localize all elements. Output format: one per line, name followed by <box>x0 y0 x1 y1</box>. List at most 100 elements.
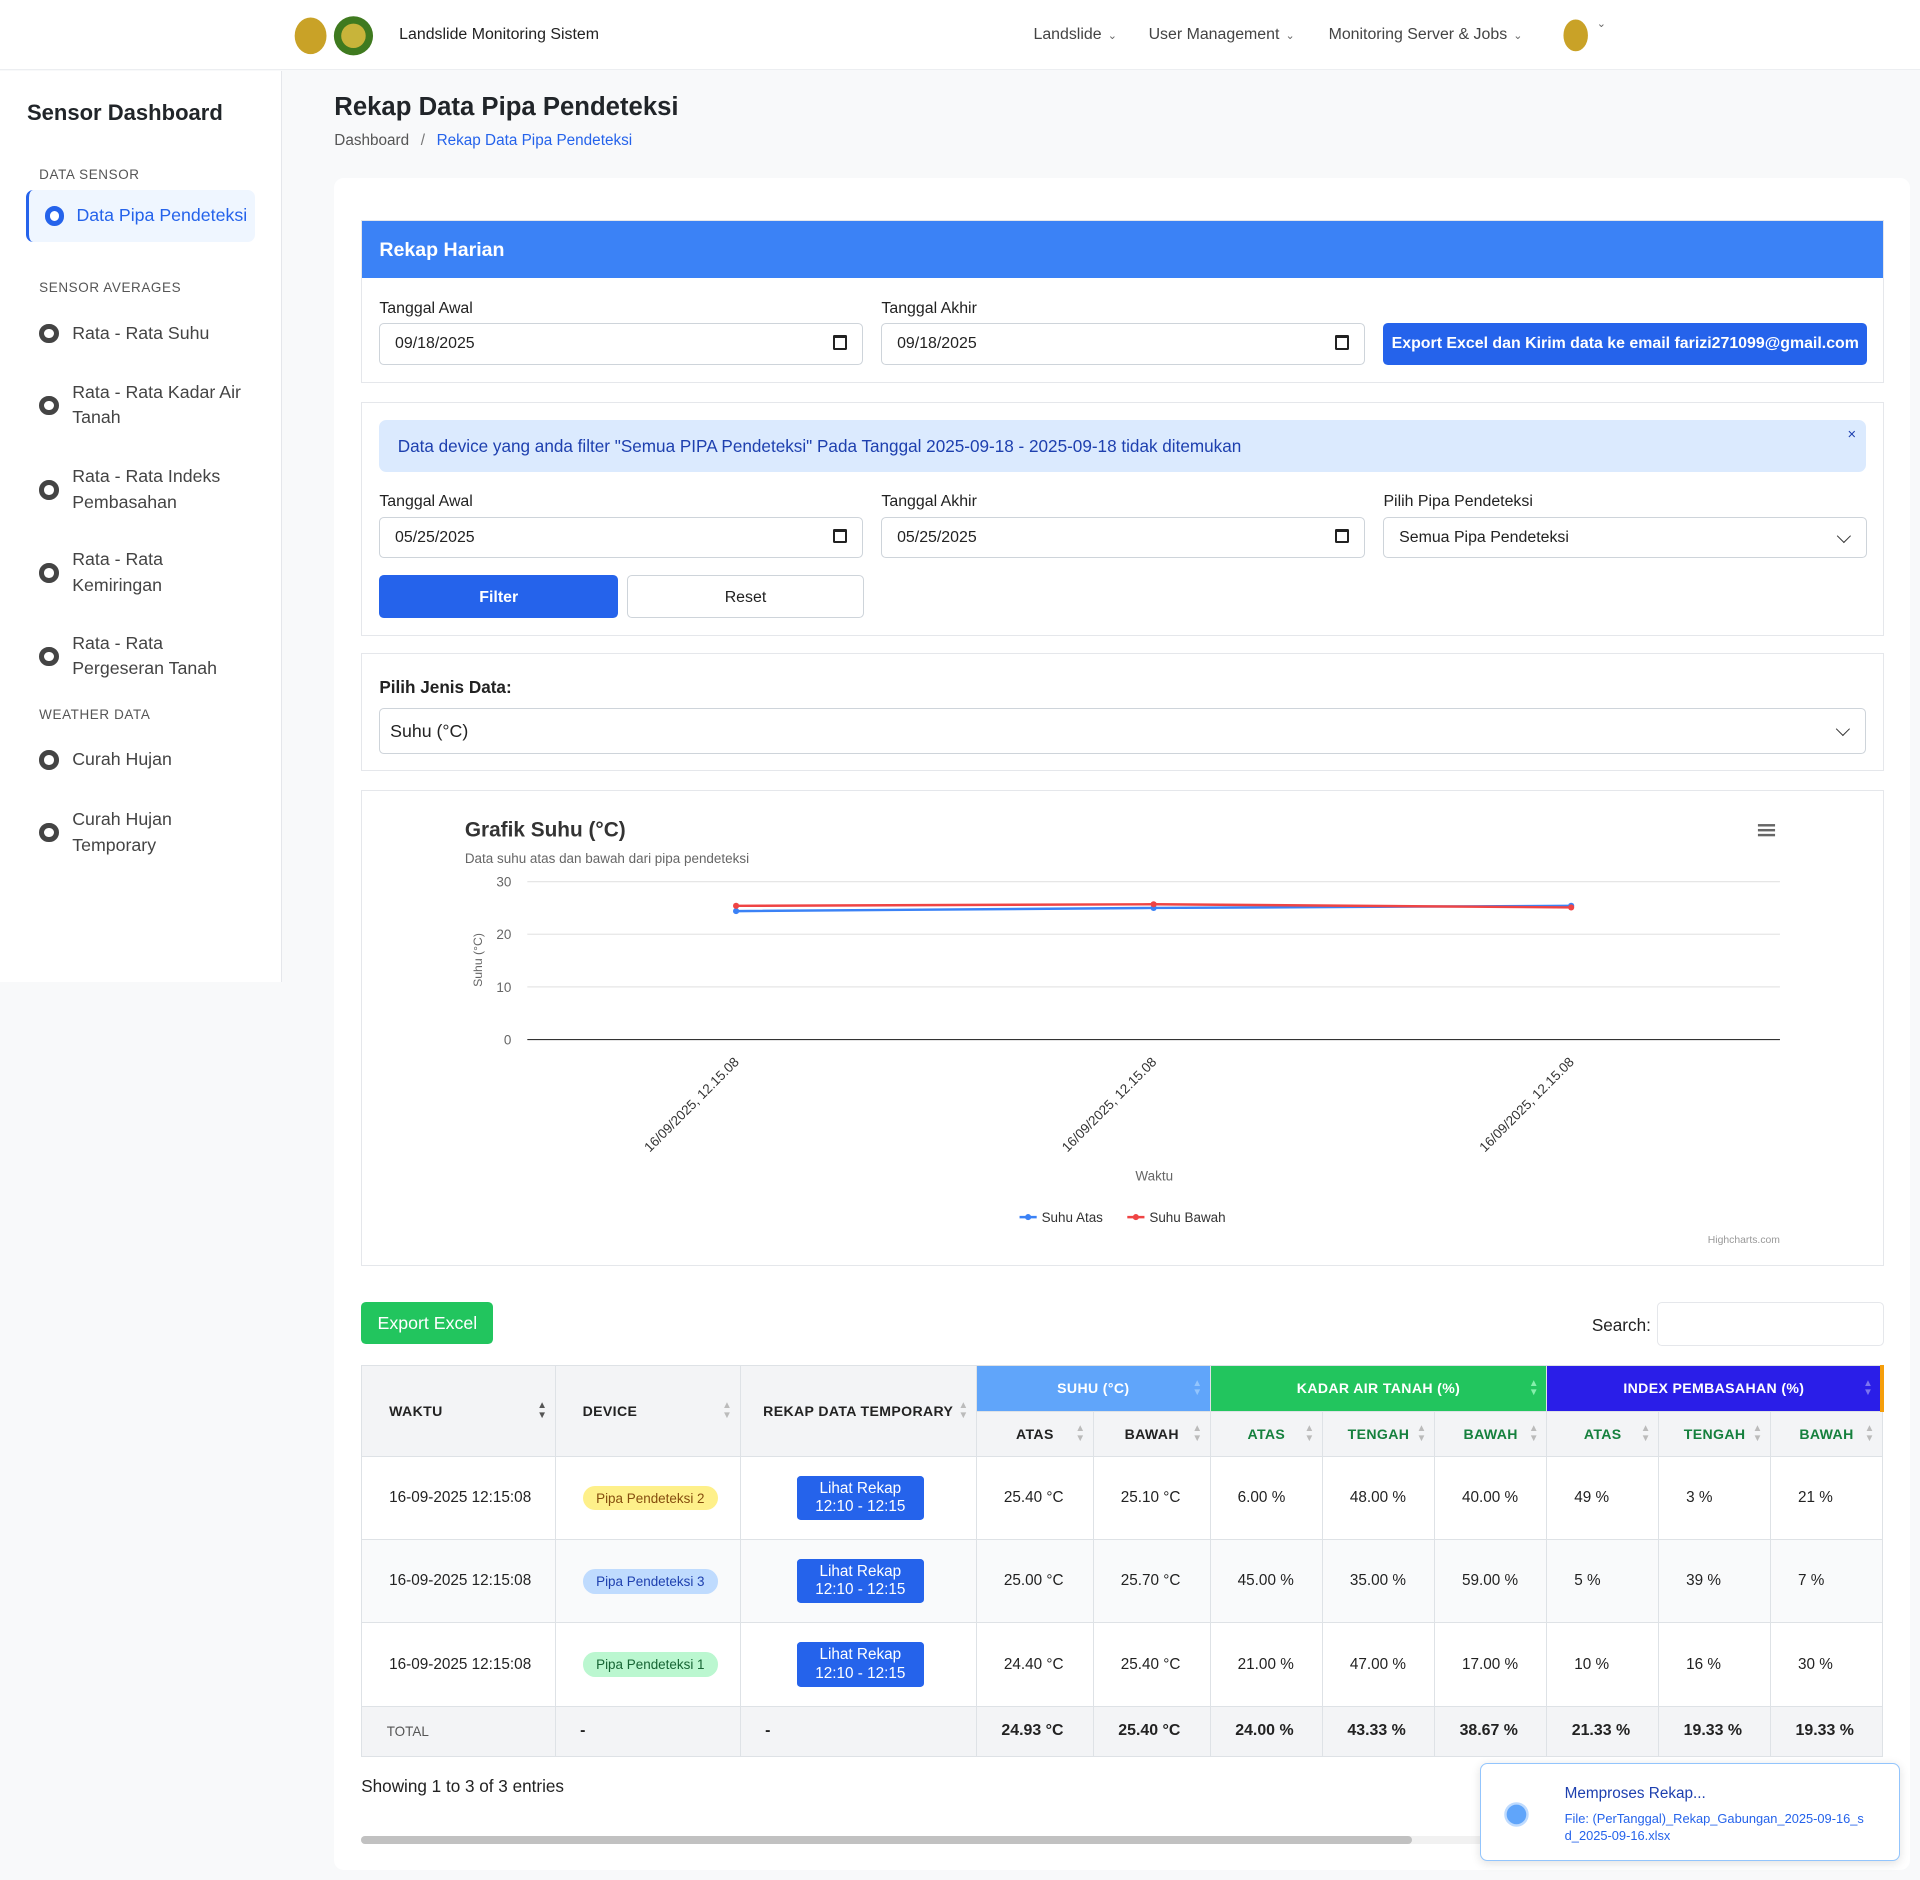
sidebar-item-curah-hujan-temporary[interactable]: Curah Hujan Temporary <box>39 807 198 858</box>
breadcrumb: Dashboard / Rekap Data Pipa Pendeteksi <box>334 132 632 150</box>
input-value: 05/25/2025 <box>897 528 977 546</box>
data-point[interactable] <box>1150 900 1157 908</box>
sidebar-item-curah-hujan[interactable]: Curah Hujan <box>39 747 255 773</box>
breadcrumb-separator: / <box>420 132 425 150</box>
header-label: BAWAH <box>1799 1425 1854 1442</box>
total-value: 25.40 °C <box>1092 1705 1211 1757</box>
subcol-atas[interactable]: ATAS ▲ ▼ <box>1546 1410 1660 1457</box>
section-label: SENSOR AVERAGES <box>39 280 182 296</box>
lihat-rekap-button[interactable]: Lihat Rekap 12:10 - 12:15 <box>796 1475 924 1521</box>
header-label: TENGAH <box>1683 1425 1746 1442</box>
subcol-bawah[interactable]: BAWAH ▲ ▼ <box>1434 1410 1548 1457</box>
section-label: DATA SENSOR <box>39 166 140 182</box>
chevron-down-icon <box>1837 528 1851 543</box>
legend-suhu-atas[interactable]: Suhu Atas <box>1019 1210 1104 1225</box>
total-value: 38.67 % <box>1434 1705 1548 1757</box>
search-input[interactable] <box>1656 1301 1885 1346</box>
pipe-select[interactable]: Semua Pipa Pendeteksi <box>1383 516 1868 559</box>
calendar-icon[interactable] <box>832 528 848 544</box>
cell-value: 5 % <box>1546 1539 1660 1624</box>
chart-credit[interactable]: Highcharts.com <box>1708 1235 1780 1246</box>
filter-start-input[interactable]: 05/25/2025 <box>379 516 864 559</box>
subcol-tengah[interactable]: TENGAH ▲ ▼ <box>1658 1410 1772 1457</box>
cell-device: Pipa Pendeteksi 1 <box>554 1622 741 1707</box>
sidebar-item-indeks[interactable]: Rata - Rata Indeks Pembasahan <box>39 464 255 515</box>
total-device: - <box>554 1705 741 1757</box>
data-type-label: Pilih Jenis Data: <box>379 676 512 697</box>
col-group-index[interactable]: INDEX PEMBASAHAN (%) ▲ ▼ <box>1546 1365 1885 1412</box>
device-badge: Pipa Pendeteksi 2 <box>582 1485 719 1511</box>
radio-icon <box>44 206 65 226</box>
col-waktu[interactable]: WAKTU ▲ ▼ <box>361 1365 556 1457</box>
sidebar-item-label: Data Pipa Pendeteksi <box>76 205 248 226</box>
main-card: Rekap Harian Tanggal Awal 09/18/2025 Tan… <box>334 177 1911 1870</box>
hamburger-menu-icon[interactable] <box>1758 823 1776 837</box>
pipe-select-label: Pilih Pipa Pendeteksi <box>1383 493 1533 511</box>
col-group-suhu[interactable]: SUHU (°C) ▲ ▼ <box>975 1365 1211 1412</box>
chart-title: Grafik Suhu (°C) <box>465 818 626 841</box>
sidebar-item-kemiringan[interactable]: Rata - Rata Kemiringan <box>39 547 210 598</box>
nav-monitoring[interactable]: Monitoring Server & Jobs ⌄ <box>1329 26 1523 44</box>
end-date-input[interactable]: 09/18/2025 <box>881 323 1366 365</box>
cell-value: 30 % <box>1770 1622 1883 1707</box>
sidebar-item-kadar-air[interactable]: Rata - Rata Kadar Air Tanah <box>39 380 255 431</box>
nav-label: Monitoring Server & Jobs <box>1328 25 1508 43</box>
chart-panel: Grafik Suhu (°C) Data suhu atas dan bawa… <box>361 789 1885 1267</box>
nav-label: User Management <box>1148 25 1280 43</box>
export-email-button[interactable]: Export Excel dan Kirim data ke email far… <box>1383 323 1868 365</box>
col-group-kadar-air[interactable]: KADAR AIR TANAH (%) ▲ ▼ <box>1209 1365 1548 1412</box>
close-icon[interactable]: × <box>1847 427 1857 444</box>
calendar-icon[interactable] <box>832 335 848 350</box>
data-type-select[interactable]: Suhu (°C) <box>379 707 1866 755</box>
button-label: Lihat Rekap <box>819 1479 902 1497</box>
export-excel-button[interactable]: Export Excel <box>361 1301 494 1345</box>
sidebar-item-suhu[interactable]: Rata - Rata Suhu <box>39 321 255 347</box>
sidebar-item-data-pipa[interactable]: Data Pipa Pendeteksi <box>25 189 255 243</box>
scrollbar-thumb[interactable] <box>361 1835 1412 1845</box>
nav-landslide[interactable]: Landslide ⌄ <box>1033 26 1116 44</box>
header-label: BAWAH <box>1463 1425 1518 1442</box>
data-point[interactable] <box>733 902 740 909</box>
search-label: Search: <box>1591 1315 1651 1336</box>
lihat-rekap-button[interactable]: Lihat Rekap 12:10 - 12:15 <box>796 1642 924 1687</box>
button-label: Lihat Rekap <box>819 1646 902 1664</box>
cell-value: 25.10 °C <box>1092 1455 1211 1541</box>
col-device[interactable]: DEVICE ▲ ▼ <box>554 1365 741 1457</box>
section-label: WEATHER DATA <box>39 706 151 722</box>
subcol-atas[interactable]: ATAS ▲ ▼ <box>1209 1410 1323 1457</box>
col-rekap[interactable]: REKAP DATA TEMPORARY ▲ ▼ <box>739 1365 977 1457</box>
temperature-chart: Grafik Suhu (°C) Data suhu atas dan bawa… <box>465 818 1781 1246</box>
calendar-icon[interactable] <box>1334 335 1350 350</box>
legend-label: Suhu Atas <box>1042 1210 1104 1225</box>
subcol-tengah[interactable]: TENGAH ▲ ▼ <box>1321 1410 1436 1457</box>
start-date-input[interactable]: 09/18/2025 <box>379 323 864 365</box>
user-menu[interactable]: ⌄ <box>1561 17 1606 59</box>
cell-value: 48.00 % <box>1321 1455 1436 1541</box>
table-row: 16-09-2025 12:15:08 Pipa Pendeteksi 3 Liha… <box>361 1539 1883 1624</box>
cell-value: 7 % <box>1770 1539 1883 1624</box>
reset-button[interactable]: Reset <box>626 575 865 619</box>
nav-user-management[interactable]: User Management ⌄ <box>1149 26 1295 44</box>
lihat-rekap-button[interactable]: Lihat Rekap 12:10 - 12:15 <box>796 1559 924 1604</box>
header-label: KADAR AIR TANAH (%) <box>1296 1380 1461 1397</box>
filter-button[interactable]: Filter <box>379 575 619 619</box>
sort-desc-icon: ▲ ▼ <box>537 1400 548 1422</box>
subcol-atas[interactable]: ATAS ▲ ▼ <box>975 1410 1094 1457</box>
legend-label: Suhu Bawah <box>1150 1210 1226 1225</box>
header-label: SUHU (°C) <box>1057 1380 1130 1397</box>
filter-end-input[interactable]: 05/25/2025 <box>881 516 1366 559</box>
data-point[interactable] <box>1568 904 1575 911</box>
select-value: Semua Pipa Pendeteksi <box>1399 528 1569 546</box>
horizontal-scrollbar[interactable] <box>361 1835 1885 1845</box>
sort-icon: ▲ ▼ <box>1528 1422 1539 1444</box>
select-value: Suhu (°C) <box>390 720 469 741</box>
cell-value: 25.40 °C <box>975 1455 1094 1541</box>
legend-suhu-bawah[interactable]: Suhu Bawah <box>1127 1210 1226 1225</box>
breadcrumb-dashboard[interactable]: Dashboard <box>334 132 410 150</box>
sidebar-item-pergeseran[interactable]: Rata - Rata Pergeseran Tanah <box>39 631 235 682</box>
subcol-bawah[interactable]: BAWAH ▲ ▼ <box>1092 1410 1211 1457</box>
cell-value: 16 % <box>1658 1622 1772 1707</box>
calendar-icon[interactable] <box>1334 528 1350 544</box>
subcol-bawah[interactable]: BAWAH ▲ ▼ <box>1770 1410 1883 1457</box>
data-point[interactable] <box>733 907 740 914</box>
